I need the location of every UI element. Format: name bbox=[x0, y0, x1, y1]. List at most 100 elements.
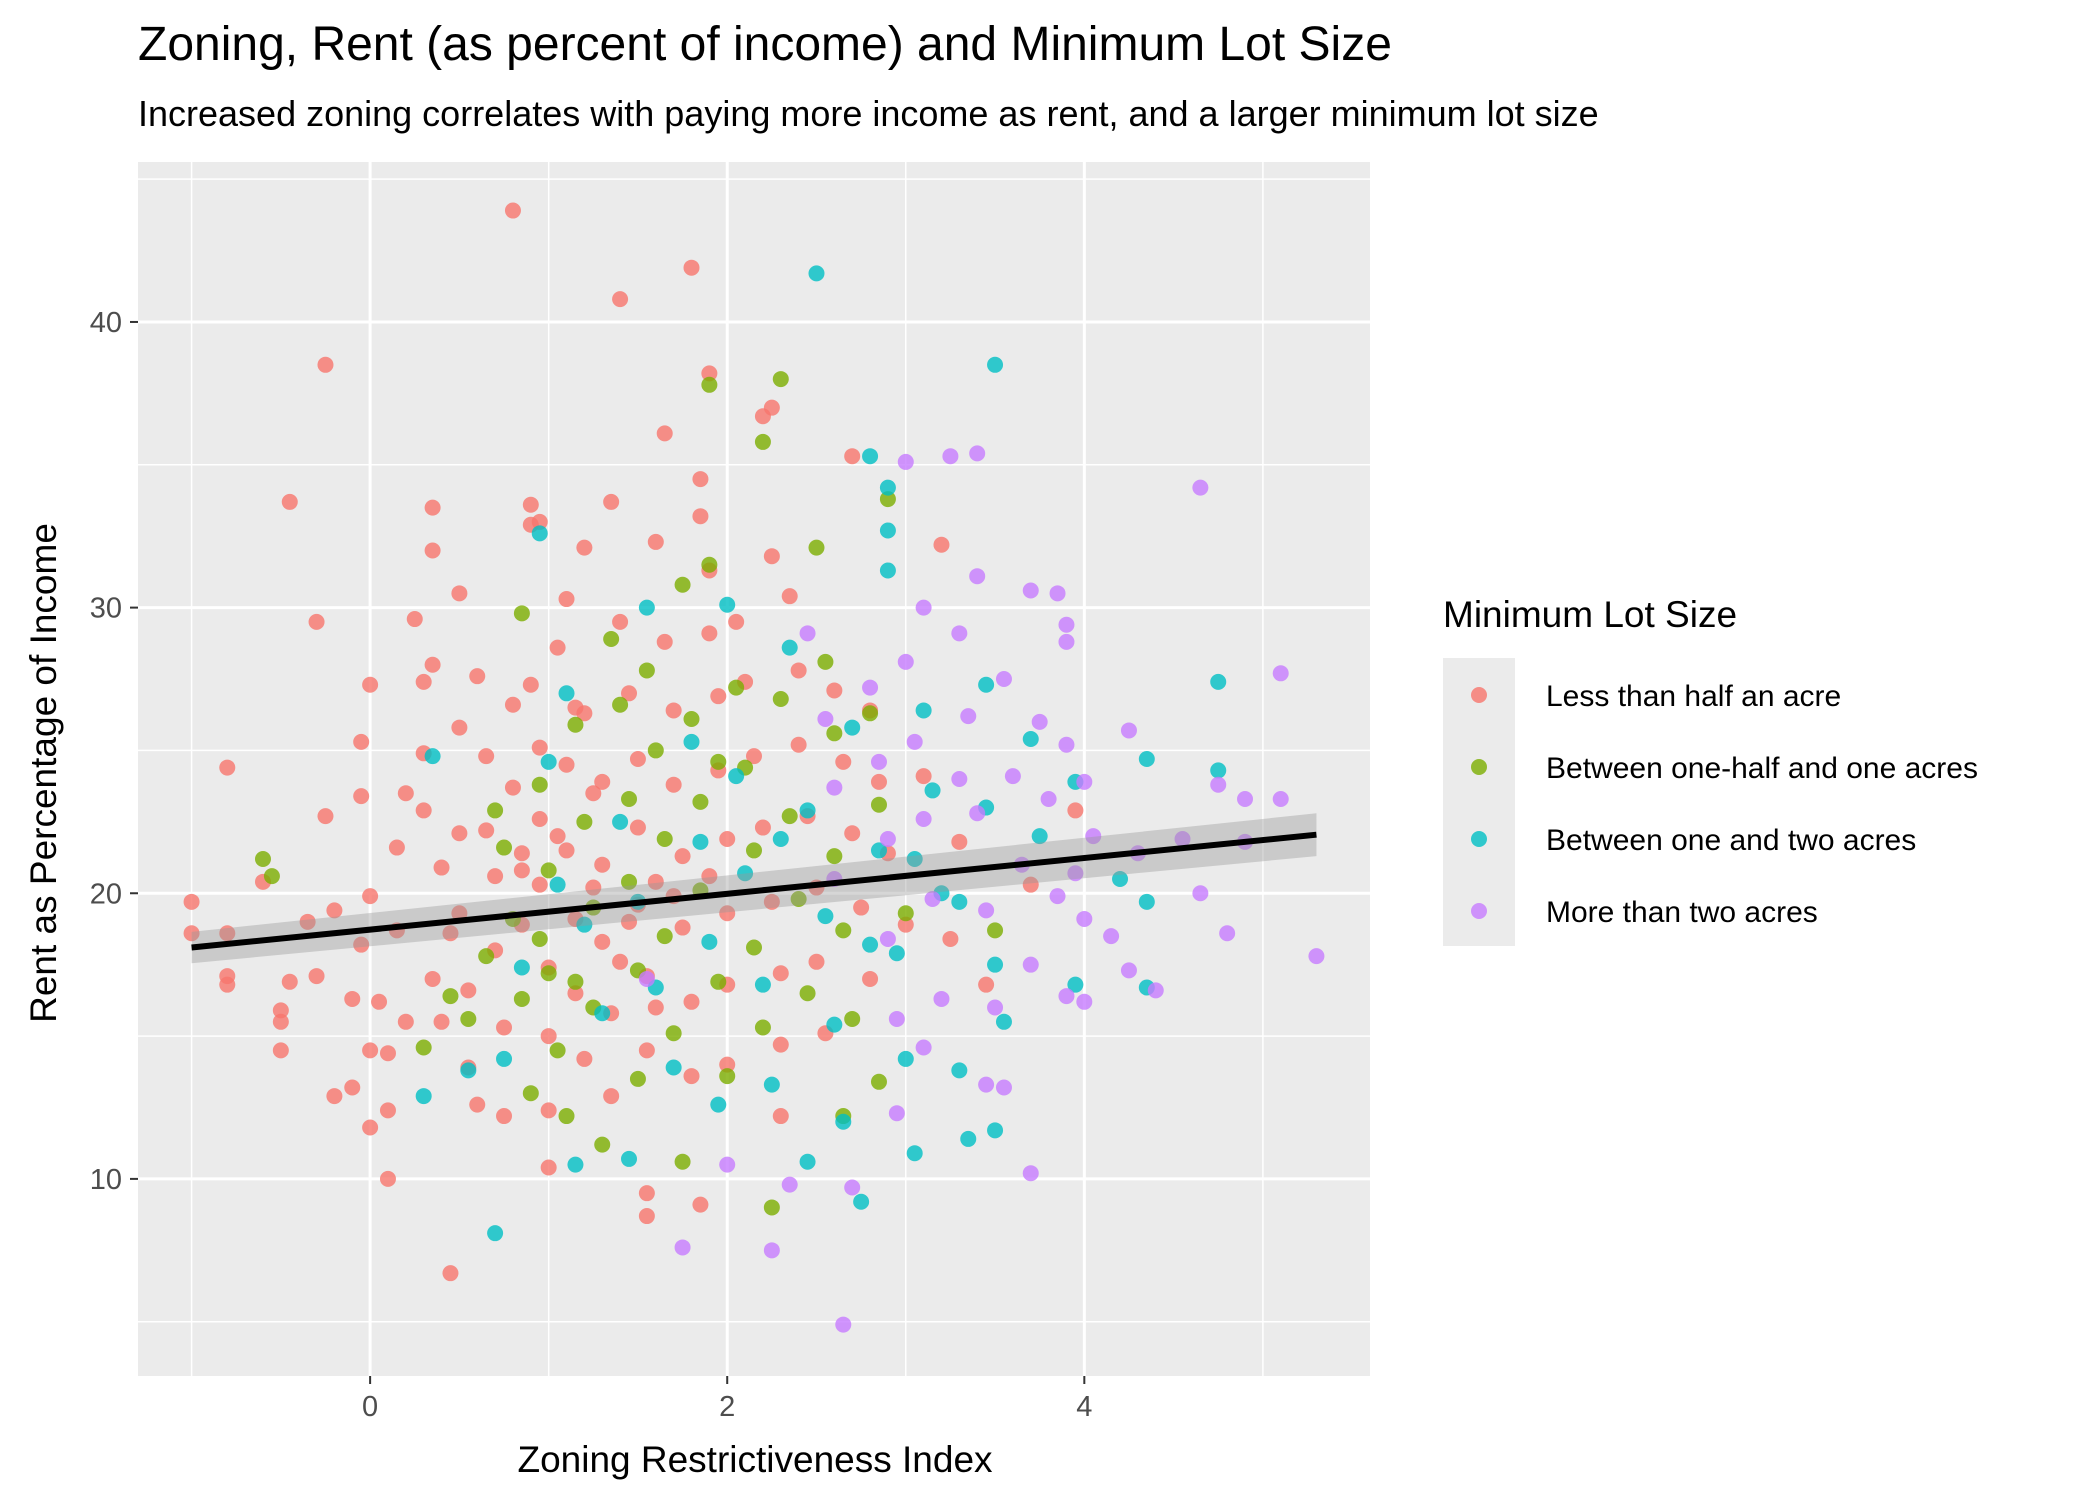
data-point-series-1 bbox=[576, 1050, 593, 1067]
data-point-series-1 bbox=[844, 448, 861, 465]
data-point-series-1 bbox=[362, 1042, 379, 1059]
data-point-series-3 bbox=[1112, 870, 1129, 887]
data-point-series-2 bbox=[879, 491, 896, 508]
data-point-series-1 bbox=[415, 673, 432, 690]
data-point-series-4 bbox=[1219, 925, 1236, 942]
data-point-series-3 bbox=[754, 976, 771, 993]
data-point-series-1 bbox=[183, 893, 200, 910]
data-point-series-1 bbox=[826, 682, 843, 699]
plot-panel bbox=[138, 162, 1370, 1376]
data-point-series-1 bbox=[754, 819, 771, 836]
data-point-series-2 bbox=[540, 862, 557, 879]
data-point-series-4 bbox=[674, 1239, 691, 1256]
data-point-series-1 bbox=[933, 536, 950, 553]
data-point-series-2 bbox=[513, 605, 530, 622]
data-point-series-2 bbox=[612, 696, 629, 713]
data-point-series-2 bbox=[772, 691, 789, 708]
data-point-series-4 bbox=[897, 453, 914, 470]
data-point-series-1 bbox=[621, 913, 638, 930]
y-axis: 10 20 30 40 bbox=[90, 307, 138, 1196]
data-point-series-3 bbox=[576, 916, 593, 933]
data-point-series-2 bbox=[772, 371, 789, 388]
data-point-series-1 bbox=[638, 1042, 655, 1059]
data-point-series-4 bbox=[995, 671, 1012, 688]
data-point-series-4 bbox=[1049, 585, 1066, 602]
data-point-series-1 bbox=[594, 933, 611, 950]
data-point-series-3 bbox=[701, 933, 718, 950]
data-point-series-1 bbox=[362, 676, 379, 693]
data-point-series-3 bbox=[799, 1153, 816, 1170]
data-point-series-2 bbox=[862, 705, 879, 722]
data-point-series-4 bbox=[951, 770, 968, 787]
data-point-series-1 bbox=[397, 1013, 414, 1030]
data-point-series-1 bbox=[772, 965, 789, 982]
data-point-series-1 bbox=[585, 879, 602, 896]
data-point-series-3 bbox=[424, 748, 441, 765]
data-point-series-1 bbox=[951, 833, 968, 850]
data-point-series-2 bbox=[719, 1068, 736, 1085]
data-point-series-3 bbox=[594, 1005, 611, 1022]
data-point-series-2 bbox=[754, 433, 771, 450]
data-point-series-4 bbox=[1103, 928, 1120, 945]
data-point-series-4 bbox=[1058, 736, 1075, 753]
data-point-series-3 bbox=[1138, 893, 1155, 910]
data-point-series-4 bbox=[1120, 962, 1137, 979]
data-point-series-4 bbox=[817, 711, 834, 728]
y-axis-title: Rent as Percentage of Income bbox=[23, 523, 64, 1023]
data-point-series-2 bbox=[531, 776, 548, 793]
data-point-series-3 bbox=[772, 830, 789, 847]
data-point-series-4 bbox=[906, 733, 923, 750]
data-point-series-3 bbox=[415, 1088, 432, 1105]
data-point-series-1 bbox=[603, 1088, 620, 1105]
data-point-series-1 bbox=[379, 1102, 396, 1119]
data-point-series-2 bbox=[576, 813, 593, 830]
data-point-series-2 bbox=[567, 973, 584, 990]
data-point-series-2 bbox=[647, 742, 664, 759]
data-point-series-1 bbox=[433, 1013, 450, 1030]
data-point-series-4 bbox=[951, 625, 968, 642]
data-point-series-1 bbox=[594, 773, 611, 790]
data-point-series-3 bbox=[924, 782, 941, 799]
data-point-series-3 bbox=[683, 733, 700, 750]
data-point-series-4 bbox=[1237, 790, 1254, 807]
trend-layer bbox=[191, 813, 1317, 964]
data-point-series-4 bbox=[1120, 722, 1137, 739]
data-point-series-1 bbox=[219, 976, 236, 993]
data-point-series-1 bbox=[853, 899, 870, 916]
data-point-series-1 bbox=[683, 259, 700, 276]
data-point-series-3 bbox=[879, 522, 896, 539]
data-point-series-2 bbox=[567, 716, 584, 733]
data-point-series-4 bbox=[1067, 865, 1084, 882]
data-point-series-3 bbox=[915, 702, 932, 719]
data-point-series-1 bbox=[371, 993, 388, 1010]
data-point-series-1 bbox=[531, 513, 548, 530]
data-point-series-1 bbox=[219, 759, 236, 776]
data-point-series-1 bbox=[487, 868, 504, 885]
data-point-series-2 bbox=[442, 988, 459, 1005]
legend-key-2 bbox=[1471, 759, 1487, 775]
data-point-series-3 bbox=[1031, 828, 1048, 845]
data-point-series-4 bbox=[1076, 773, 1093, 790]
data-point-series-3 bbox=[719, 596, 736, 613]
data-point-series-2 bbox=[603, 631, 620, 648]
data-point-series-2 bbox=[817, 653, 834, 670]
data-point-series-2 bbox=[621, 790, 638, 807]
data-point-series-1 bbox=[469, 668, 486, 685]
legend-label-4: More than two acres bbox=[1546, 896, 1818, 929]
data-point-series-1 bbox=[558, 756, 575, 773]
data-point-series-4 bbox=[1022, 1165, 1039, 1182]
grid-minor bbox=[138, 162, 1370, 1376]
data-point-series-1 bbox=[496, 1108, 513, 1125]
data-point-series-1 bbox=[790, 662, 807, 679]
data-point-series-4 bbox=[888, 1010, 905, 1027]
data-point-series-2 bbox=[826, 725, 843, 742]
data-point-series-4 bbox=[978, 1076, 995, 1093]
data-point-series-4 bbox=[719, 1156, 736, 1173]
data-point-series-1 bbox=[326, 1088, 343, 1105]
data-point-series-1 bbox=[504, 779, 521, 796]
data-point-series-2 bbox=[790, 890, 807, 907]
data-point-series-4 bbox=[638, 970, 655, 987]
data-point-series-4 bbox=[987, 999, 1004, 1016]
data-point-series-3 bbox=[1067, 976, 1084, 993]
data-point-series-1 bbox=[460, 982, 477, 999]
